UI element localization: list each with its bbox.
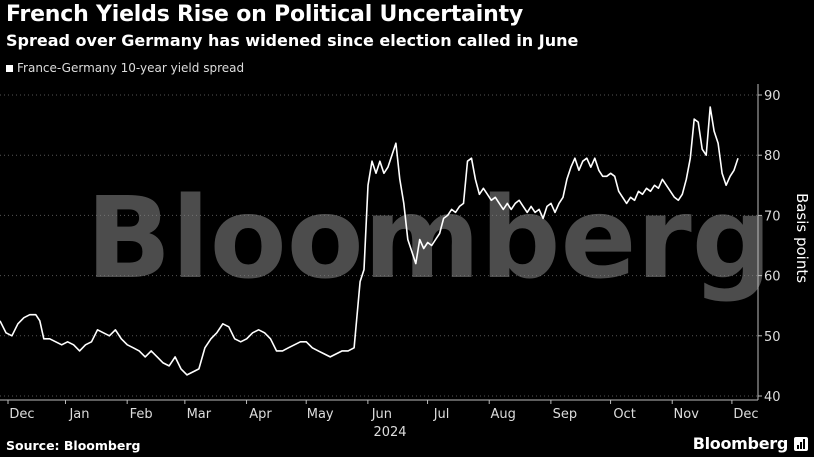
x-tick-label: Sep: [553, 407, 578, 422]
source-note: Source: Bloomberg: [6, 438, 141, 453]
x-tick-label: Feb: [130, 407, 153, 422]
x-tick-label: Oct: [613, 407, 635, 422]
chart-title: French Yields Rise on Political Uncertai…: [6, 2, 524, 27]
x-tick-label: Jan: [68, 407, 89, 422]
x-tick-label: May: [307, 407, 334, 422]
legend-label: France-Germany 10-year yield spread: [17, 61, 245, 75]
x-tick-label: Mar: [187, 407, 212, 422]
y-tick-label: 70: [764, 209, 781, 224]
chart-logo-icon: [794, 437, 808, 451]
y-tick-label: 60: [764, 270, 781, 285]
x-tick-label: Dec: [9, 407, 34, 422]
legend-swatch: [6, 64, 13, 72]
x-year-label: 2024: [373, 425, 406, 440]
y-tick-label: 80: [764, 149, 781, 164]
y-tick-label: 90: [764, 89, 781, 104]
x-tick-label: Jul: [433, 407, 450, 422]
series-lines: [0, 106, 739, 376]
x-tick-label: Aug: [491, 407, 516, 422]
x-tick-label: Nov: [674, 407, 700, 422]
y-tick-label: 40: [764, 390, 781, 405]
bloomberg-watermark: Bloomberg: [86, 174, 772, 304]
series-line-spread: [0, 106, 739, 376]
x-tick-label: Jun: [371, 407, 392, 422]
x-tick-label: Apr: [249, 407, 272, 422]
brand-logo-text: Bloomberg: [692, 434, 789, 453]
chart-subtitle: Spread over Germany has widened since el…: [6, 31, 579, 50]
axes: 40 50 60 70 80 90 Basis points Dec Jan Feb Mar Apr M…: [0, 84, 811, 440]
y-tick-label: 50: [764, 330, 781, 345]
y-axis-label: Basis points: [793, 193, 811, 283]
legend: France-Germany 10-year yield spread: [6, 61, 244, 75]
x-tick-label: Dec: [733, 407, 758, 422]
